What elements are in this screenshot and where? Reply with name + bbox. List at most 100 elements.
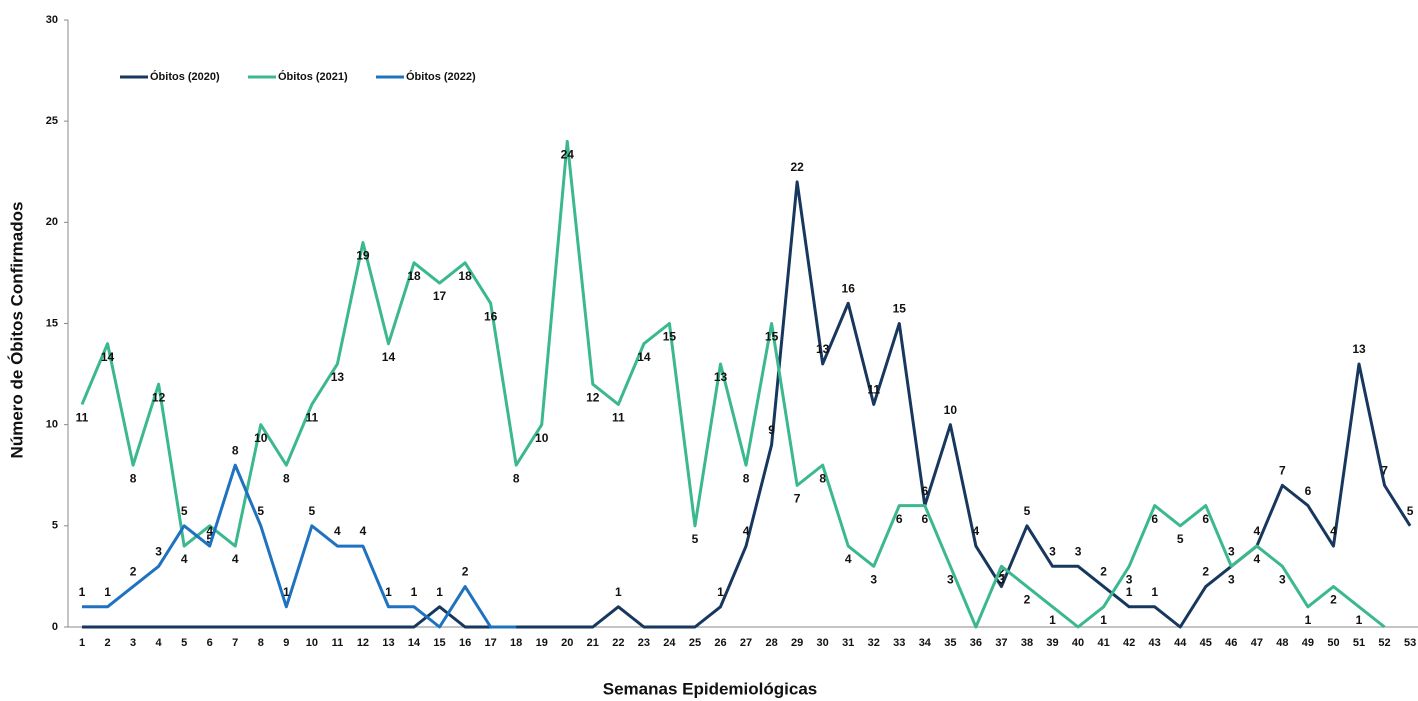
data-label: 2 (1202, 565, 1209, 579)
data-label: 6 (921, 512, 928, 526)
series-line (80, 139, 1386, 629)
data-label: 4 (743, 524, 750, 538)
data-label: 5 (309, 504, 316, 518)
x-tick-label: 47 (1251, 637, 1263, 649)
x-tick-label: 12 (357, 637, 369, 649)
data-label: 2 (1024, 593, 1031, 607)
data-label: 4 (973, 524, 980, 538)
x-tick-label: 10 (306, 637, 318, 649)
x-tick-label: 18 (510, 637, 522, 649)
data-label: 4 (232, 552, 239, 566)
y-tick-label: 10 (46, 419, 58, 431)
data-label: 10 (254, 431, 268, 445)
x-tick-label: 13 (382, 637, 394, 649)
data-label: 4 (334, 524, 341, 538)
data-label: 4 (1253, 552, 1260, 566)
data-label: 14 (637, 350, 651, 364)
x-tick-label: 43 (1149, 637, 1161, 649)
x-tick-label: 40 (1072, 637, 1084, 649)
data-label: 8 (743, 471, 750, 485)
x-tick-label: 49 (1302, 637, 1314, 649)
data-label: 13 (816, 342, 830, 356)
x-tick-label: 46 (1225, 637, 1237, 649)
data-label: 1 (1049, 613, 1056, 627)
x-tick-label: 26 (714, 637, 726, 649)
x-tick-label: 15 (433, 637, 445, 649)
data-label: 1 (1100, 613, 1107, 627)
data-label: 18 (407, 269, 421, 283)
x-tick-label: 27 (740, 637, 752, 649)
data-label: 2 (1330, 593, 1337, 607)
x-tick-label: 24 (663, 637, 676, 649)
data-label: 19 (356, 249, 370, 263)
data-label: 10 (535, 431, 549, 445)
data-label: 13 (714, 370, 728, 384)
data-label: 1 (615, 585, 622, 599)
legend-label: Óbitos (2022) (406, 70, 476, 83)
x-tick-label: 5 (181, 637, 187, 649)
data-label: 5 (1407, 504, 1414, 518)
data-label: 4 (1330, 524, 1337, 538)
data-label: 1 (283, 585, 290, 599)
y-tick-label: 20 (46, 216, 58, 228)
x-tick-label: 1 (79, 637, 85, 649)
x-tick-label: 9 (283, 637, 289, 649)
x-tick-label: 52 (1378, 637, 1390, 649)
data-label: 16 (484, 309, 498, 323)
data-label: 13 (331, 370, 345, 384)
data-label: 14 (101, 350, 115, 364)
data-label: 18 (458, 269, 472, 283)
data-label: 7 (1381, 464, 1388, 478)
y-tick-label: 25 (46, 115, 58, 127)
data-label: 22 (790, 160, 804, 174)
data-label: 3 (155, 544, 162, 558)
data-label: 3 (1279, 572, 1286, 586)
data-label: 3 (1075, 544, 1082, 558)
data-label: 1 (436, 585, 443, 599)
data-label: 8 (232, 443, 239, 457)
x-tick-label: 23 (638, 637, 650, 649)
x-tick-label: 42 (1123, 637, 1135, 649)
x-tick-label: 45 (1200, 637, 1212, 649)
x-tick-label: 34 (919, 637, 932, 649)
data-label: 2 (462, 565, 469, 579)
data-label: 12 (586, 390, 600, 404)
data-label: 6 (1151, 512, 1158, 526)
data-label: 1 (1305, 613, 1312, 627)
data-label: 13 (1352, 342, 1366, 356)
x-tick-label: 6 (207, 637, 213, 649)
series-line (82, 463, 517, 629)
x-tick-label: 32 (868, 637, 880, 649)
data-label: 1 (1126, 585, 1133, 599)
x-tick-label: 25 (689, 637, 701, 649)
x-tick-label: 11 (332, 637, 344, 649)
x-tick-label: 22 (612, 637, 624, 649)
y-axis-title: Número de Óbitos Confirmados (7, 202, 26, 459)
x-tick-label: 19 (536, 637, 548, 649)
x-tick-label: 17 (485, 637, 497, 649)
data-label: 5 (257, 504, 264, 518)
x-tick-label: 16 (459, 637, 471, 649)
x-tick-label: 36 (970, 637, 982, 649)
data-label: 1 (1151, 585, 1158, 599)
data-label: 7 (794, 492, 801, 506)
y-tick-label: 5 (52, 520, 58, 532)
data-label: 2 (130, 565, 137, 579)
data-label: 1 (385, 585, 392, 599)
data-label: 8 (819, 471, 826, 485)
data-label: 24 (561, 148, 575, 162)
x-tick-label: 31 (842, 637, 854, 649)
data-label: 4 (1253, 524, 1260, 538)
data-label: 6 (1202, 512, 1209, 526)
x-tick-label: 29 (791, 637, 803, 649)
data-label: 5 (1024, 504, 1031, 518)
y-tick-label: 15 (46, 317, 58, 329)
data-label: 1 (411, 585, 418, 599)
data-label: 12 (152, 390, 166, 404)
x-tick-label: 53 (1404, 637, 1416, 649)
x-tick-label: 41 (1097, 637, 1109, 649)
x-tick-label: 4 (156, 637, 163, 649)
data-label: 5 (206, 532, 213, 546)
x-tick-label: 30 (817, 637, 829, 649)
